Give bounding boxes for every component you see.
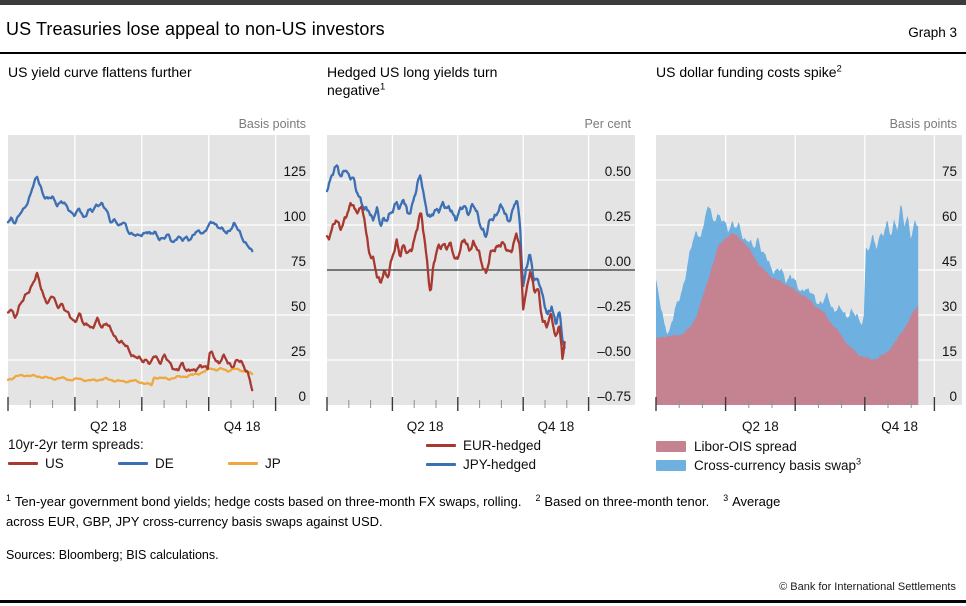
legend-item-jpy-hedged: JPY-hedged (426, 455, 541, 474)
y-tick-label: –0.75 (597, 389, 631, 404)
y-tick-label: –0.50 (597, 344, 631, 359)
legend-label-jp: JP (265, 456, 281, 471)
axis-unit-label-3: Basis points (889, 117, 957, 131)
legend-item-us: US (8, 454, 118, 473)
us-swatch (8, 461, 38, 465)
series-line-jpy-hedged (325, 164, 566, 350)
series-line-us (6, 271, 254, 392)
y-tick-label: 0 (949, 389, 957, 404)
axis-unit-label-2: Per cent (584, 117, 631, 131)
jp-swatch (228, 461, 258, 465)
footnote-marker: 3 (723, 492, 729, 503)
legend-panel-1: 10yr-2yr term spreads: US DE JP (8, 436, 338, 473)
x-axis-label: Q2 18 (90, 419, 127, 434)
y-tick-label: 60 (942, 209, 957, 224)
y-tick-label: 0 (298, 389, 306, 404)
copyright-line: © Bank for International Settlements (779, 581, 956, 593)
y-tick-label: 100 (283, 209, 306, 224)
legend-panel-3: Libor-OIS spread Cross-currency basis swa… (656, 437, 861, 475)
legend-item-de: DE (118, 454, 228, 473)
x-axis-label: Q2 18 (742, 419, 779, 434)
superscript: 1 (379, 80, 386, 92)
axis-unit-label-1: Basis points (238, 117, 306, 131)
x-axis-label: Q2 18 (407, 419, 444, 434)
legend-label-eur-hedged: EUR-hedged (463, 438, 542, 453)
xccy-swatch (656, 460, 686, 471)
y-tick-label: 0.00 (605, 254, 631, 269)
series-area-libor-ois-spread (656, 233, 919, 405)
footnote-marker: 1 (6, 492, 11, 503)
panel-plot-2: 0.50 0.25 0.00 –0.25 –0.50 –0.75 Q2 18 Q4 18 (325, 135, 635, 434)
y-tick-label: 25 (291, 344, 306, 359)
legend-label-us: US (45, 456, 64, 471)
graph-number-label: Graph 3 (908, 25, 957, 40)
jpy-hedged-swatch (426, 462, 456, 466)
series-line-eur-hedged (325, 201, 566, 360)
y-tick-label: 50 (291, 299, 306, 314)
y-tick-label: 75 (942, 164, 957, 179)
superscript: 2 (836, 63, 842, 75)
y-tick-label: 30 (942, 299, 957, 314)
footnote-3: 3 Average across EUR, GBP, JPY cross-curre… (6, 492, 781, 529)
footnote-1: 1 Ten-year government bond yields; hedge … (6, 492, 522, 509)
y-tick-label: 0.25 (605, 209, 631, 224)
panel-plot-3: 75 60 45 30 15 0 Q2 18 Q4 18 (655, 135, 962, 434)
legend-item-xccy: Cross-currency basis swap3 (656, 456, 861, 475)
series-line-jp (6, 366, 254, 387)
legend-item-eur-hedged: EUR-hedged (426, 436, 541, 455)
libor-ois-swatch (656, 441, 686, 452)
legend-items-row: US DE JP (8, 454, 338, 473)
legend-item-jp: JP (228, 454, 338, 473)
page-title: US Treasuries lose appeal to non-US inve… (6, 19, 385, 39)
panel-title-2: Hedged US long yields turn negative1 (327, 64, 498, 98)
legend-label-xccy: Cross-currency basis swap3 (694, 456, 862, 473)
series-line-de (6, 175, 254, 253)
x-axis-label: Q4 18 (538, 419, 575, 434)
panel-title-1: US yield curve flattens further (8, 64, 192, 80)
y-tick-label: 15 (942, 344, 957, 359)
legend-item-libor-ois: Libor-OIS spread (656, 437, 861, 456)
sources-line: Sources: Bloomberg; BIS calculations. (6, 548, 219, 562)
x-axis-label: Q4 18 (881, 419, 918, 434)
de-swatch (118, 461, 148, 465)
bottom-bar (0, 600, 966, 603)
y-tick-label: 45 (942, 254, 957, 269)
panel-title-3: US dollar funding costs spike2 (656, 63, 842, 80)
legend-label-de: DE (155, 456, 174, 471)
legend-heading: 10yr-2yr term spreads: (8, 437, 144, 452)
footnote-2: 2 Based on three-month tenor. (535, 492, 710, 509)
legend-label-libor-ois: Libor-OIS spread (694, 439, 797, 454)
charts-canvas: 125 100 75 50 25 0 Q2 18 Q4 18 0.50 0.25 0.00 –0.25… (6, 135, 962, 434)
legend-label-jpy-hedged: JPY-hedged (463, 457, 537, 472)
x-axis-label: Q4 18 (224, 419, 261, 434)
footnote-marker: 2 (535, 492, 541, 503)
y-tick-label: 75 (291, 254, 306, 269)
y-tick-label: –0.25 (597, 299, 631, 314)
y-tick-label: 0.50 (605, 164, 631, 179)
legend-panel-2: EUR-hedged JPY-hedged (426, 436, 541, 474)
eur-hedged-swatch (426, 443, 456, 447)
header-rule (0, 52, 966, 54)
y-tick-label: 125 (283, 164, 306, 179)
top-bar (0, 0, 966, 5)
superscript: 3 (856, 456, 862, 467)
footnotes: 1 Ten-year government bond yields; hedge … (6, 492, 958, 532)
panel-plot-1: 125 100 75 50 25 0 Q2 18 Q4 18 (6, 135, 310, 434)
